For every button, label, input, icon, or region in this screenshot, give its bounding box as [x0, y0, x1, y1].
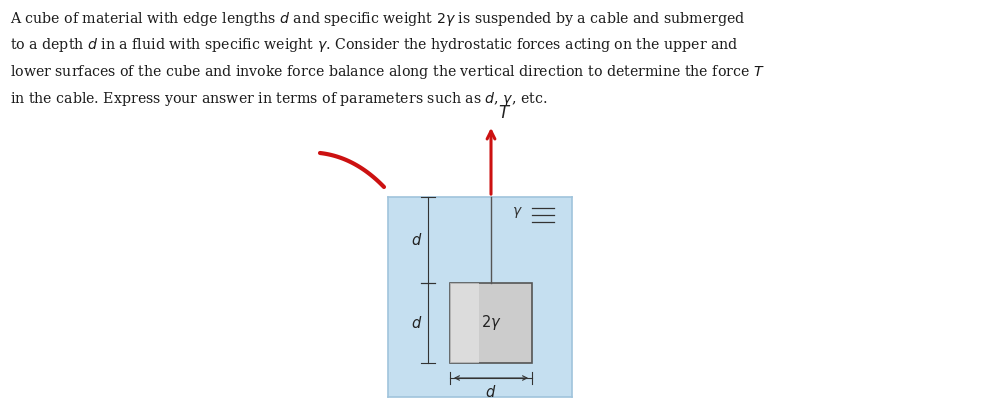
Text: A cube of material with edge lengths $d$ and specific weight $2\gamma$ is suspen: A cube of material with edge lengths $d$… — [10, 10, 746, 28]
Text: to a depth $d$ in a fluid with specific weight $\gamma$. Consider the hydrostati: to a depth $d$ in a fluid with specific … — [10, 36, 739, 55]
Bar — [388, 197, 572, 397]
Text: $d$: $d$ — [486, 384, 496, 400]
Text: in the cable. Express your answer in terms of parameters such as $d$, $\gamma$, : in the cable. Express your answer in ter… — [10, 90, 547, 107]
Text: $d$: $d$ — [411, 232, 422, 248]
Text: $T$: $T$ — [498, 105, 511, 122]
Text: $\gamma$: $\gamma$ — [512, 205, 523, 220]
Bar — [450, 283, 479, 363]
Text: lower surfaces of the cube and invoke force balance along the vertical direction: lower surfaces of the cube and invoke fo… — [10, 63, 764, 81]
Text: $2\gamma$: $2\gamma$ — [481, 313, 501, 333]
Bar — [450, 283, 532, 363]
Text: $d$: $d$ — [411, 315, 422, 331]
